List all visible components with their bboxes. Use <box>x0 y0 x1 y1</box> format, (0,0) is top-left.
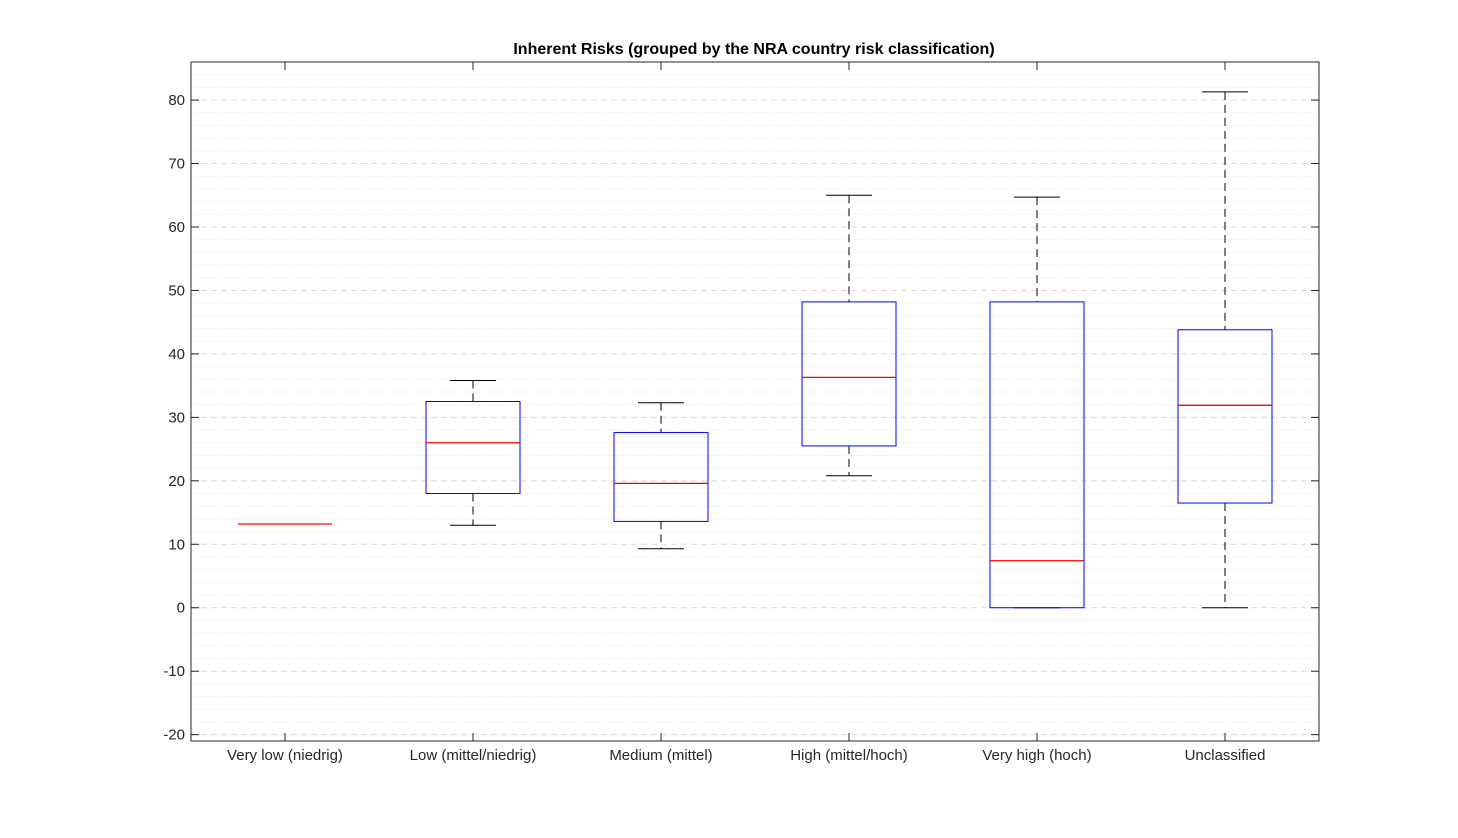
box-group <box>613 402 709 550</box>
chart-title: Inherent Risks (grouped by the NRA count… <box>513 41 994 58</box>
y-tick-label: 50 <box>168 282 185 299</box>
y-tick-label: 20 <box>168 473 185 490</box>
grid-lines <box>191 61 1319 736</box>
y-tick-label: 80 <box>168 92 185 109</box>
x-tick-label: Very low (niedrig) <box>227 747 343 764</box>
x-tick-label: Very high (hoch) <box>982 747 1091 764</box>
axes: -20 -10 0 10 20 30 40 50 60 70 80 Very low (niedrig… <box>163 61 1320 764</box>
box-group <box>1177 91 1273 609</box>
box-iqr <box>801 301 897 447</box>
x-tick-label: Unclassified <box>1185 747 1266 764</box>
box-group <box>989 196 1085 609</box>
y-tick-label: 30 <box>168 409 185 426</box>
y-tick-label: 0 <box>177 600 185 617</box>
box-iqr <box>1177 329 1273 504</box>
y-tick-label: 40 <box>168 346 185 363</box>
y-tick-label: -10 <box>163 663 185 680</box>
box-iqr <box>613 432 709 522</box>
box-group <box>801 194 897 477</box>
box-group <box>425 380 521 526</box>
box-iqr <box>989 301 1085 609</box>
boxes <box>238 91 1273 609</box>
box-iqr <box>425 401 521 495</box>
y-tick-label: 10 <box>168 536 185 553</box>
y-tick-label: 60 <box>168 219 185 236</box>
x-tick-label: High (mittel/hoch) <box>790 747 908 764</box>
x-tick-label: Medium (mittel) <box>609 747 712 764</box>
plot-frame <box>190 61 1320 742</box>
y-tick-label: -20 <box>163 727 185 744</box>
x-tick-label: Low (mittel/niedrig) <box>410 747 537 764</box>
y-tick-label: 70 <box>168 156 185 173</box>
